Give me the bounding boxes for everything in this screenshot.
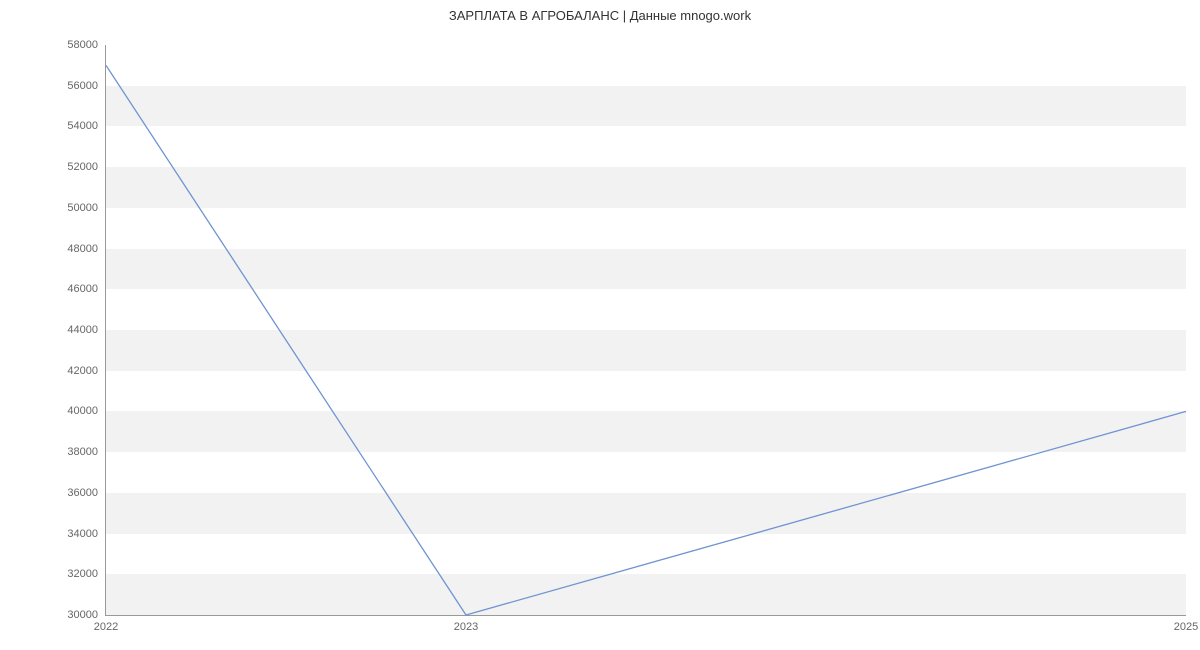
y-axis-tick-label: 44000	[67, 324, 98, 336]
y-axis-tick-label: 34000	[67, 528, 98, 540]
x-axis-tick-label: 2025	[1174, 621, 1198, 633]
y-axis-tick-label: 46000	[67, 283, 98, 295]
chart-title: ЗАРПЛАТА В АГРОБАЛАНС | Данные mnogo.wor…	[0, 8, 1200, 23]
y-axis-tick-label: 54000	[67, 120, 98, 132]
y-axis-tick-label: 52000	[67, 161, 98, 173]
series-line	[106, 65, 1186, 615]
y-axis-tick-label: 42000	[67, 365, 98, 377]
y-axis-tick-label: 50000	[67, 202, 98, 214]
y-axis-tick-label: 48000	[67, 243, 98, 255]
plot-area: 3000032000340003600038000400004200044000…	[105, 45, 1186, 616]
y-axis-tick-label: 56000	[67, 80, 98, 92]
y-axis-tick-label: 36000	[67, 487, 98, 499]
y-axis-tick-label: 40000	[67, 405, 98, 417]
y-axis-tick-label: 30000	[67, 609, 98, 621]
x-axis-tick-label: 2023	[454, 621, 478, 633]
y-axis-tick-label: 32000	[67, 568, 98, 580]
y-axis-tick-label: 58000	[67, 39, 98, 51]
y-axis-tick-label: 38000	[67, 446, 98, 458]
x-axis-tick-label: 2022	[94, 621, 118, 633]
chart-container: ЗАРПЛАТА В АГРОБАЛАНС | Данные mnogo.wor…	[0, 0, 1200, 650]
line-series	[106, 45, 1186, 615]
